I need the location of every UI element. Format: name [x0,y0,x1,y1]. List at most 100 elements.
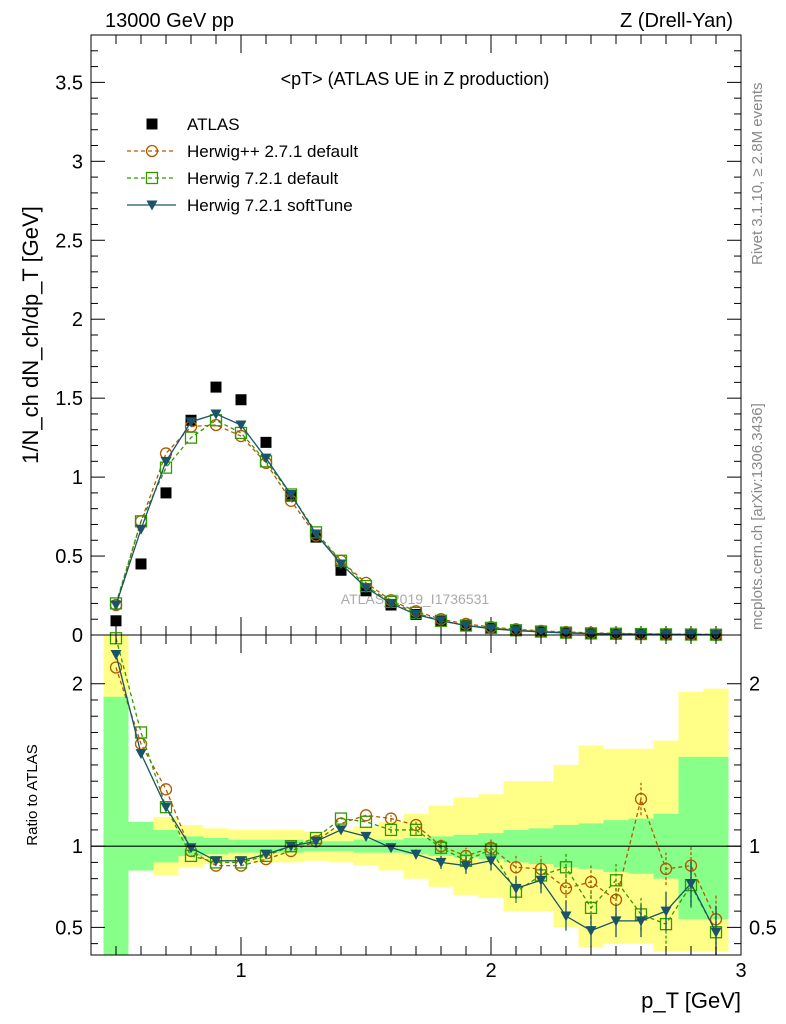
x-axis-label: p_T [GeV] [641,988,741,1013]
ratio-marker-hpp [359,809,373,822]
legend-marker-atlas [146,118,158,130]
ratio-bands [103,635,729,955]
legend-label-atlas: ATLAS [187,115,240,134]
ratio-marker-h7soft [585,926,597,937]
ratio-marker-hpp [159,783,173,796]
rivet-version-label: Rivet 3.1.10, ≥ 2.8M events [749,83,766,266]
main-marker-h7def [184,431,198,444]
main-marker-h7soft [385,598,397,609]
main-y-tick-label: 1.5 [55,388,83,410]
ratio-marker-h7soft [310,836,322,847]
main-marker-h7soft [285,489,297,500]
ratio-marker-h7soft [460,861,472,872]
ratio-y-tick-label: 2 [72,674,83,696]
ratio-marker-hpp [109,661,123,674]
ratio-marker-h7def [609,874,623,887]
ratio-marker-h7soft [335,825,347,836]
main-y-tick-label: 1 [72,467,83,489]
main-marker-atlas [235,394,247,406]
ratio-y-tick-label-right: 0.5 [749,917,777,939]
legend-marker-h7soft [146,200,158,211]
main-marker-h7soft [185,417,197,428]
main-marker-atlas [210,381,222,393]
main-marker-h7soft [110,600,122,611]
x-tick-label: 3 [735,960,746,982]
uncertainty-band-green [703,756,729,920]
main-marker-atlas [260,436,272,448]
ratio-panel: 0.5 0.5 1 1 2 2 1 2 3 Ratio to ATLAS p_T [GeV] [24,632,777,1013]
main-marker-atlas [160,487,172,499]
plot-title: <pT> (ATLAS UE in Z production) [281,69,550,89]
ratio-marker-h7def [409,823,423,837]
ratio-series [109,632,723,955]
main-marker-h7soft [410,609,422,620]
ratio-marker-h7soft [485,856,497,867]
ratio-y-axis: 0.5 0.5 1 1 2 2 [55,674,777,945]
ratio-marker-h7def [334,812,348,825]
main-marker-h7soft [510,626,522,637]
main-y-tick-label: 2.5 [55,230,83,252]
main-marker-atlas [135,558,147,570]
ratio-x-axis: 1 2 3 [90,635,747,982]
ratio-marker-h7def [434,841,448,854]
ratio-marker-hpp [559,882,573,895]
ratio-marker-hpp [634,792,648,806]
ratio-marker-h7soft [360,831,372,842]
x-tick-label: 2 [485,960,496,982]
main-y-tick-label: 3 [72,151,83,173]
ratio-y-axis-label: Ratio to ATLAS [24,744,41,845]
main-marker-h7soft [135,524,147,535]
ratio-y-tick-label: 1 [72,836,83,858]
ratio-marker-h7soft [660,906,672,917]
ratio-marker-h7soft [135,749,147,760]
main-marker-h7soft [335,559,347,570]
ratio-marker-h7soft [210,856,222,867]
main-marker-h7soft [310,529,322,540]
main-marker-atlas [335,564,347,576]
ratio-marker-h7soft [435,857,447,868]
main-marker-h7soft [160,456,172,467]
main-marker-h7soft [235,420,247,431]
main-y-tick-label: 3.5 [55,72,83,94]
main-y-axis-label: 1/N_ch dN_ch/dp_T [GeV] [18,206,43,464]
ratio-marker-hpp [584,875,598,889]
legend-marker-hpp [145,144,159,158]
ratio-marker-hpp [509,861,523,874]
main-marker-h7soft [585,629,597,640]
main-series [109,381,723,641]
ratio-marker-h7soft [510,883,522,894]
main-marker-h7soft [260,453,272,464]
energy-label: 13000 GeV pp [105,10,234,32]
legend-label-h7def: Herwig 7.2.1 default [187,169,338,188]
ratio-marker-h7soft [160,802,172,813]
main-marker-atlas [110,615,122,627]
ratio-marker-hpp [659,862,673,876]
mcplots-label: mcplots.cern.ch [arXiv:1306.3436] [749,403,766,630]
main-marker-h7soft [460,621,472,632]
ratio-marker-h7soft [235,856,247,867]
ratio-marker-h7soft [710,927,722,938]
main-marker-h7soft [560,628,572,639]
main-marker-h7soft [485,624,497,635]
main-y-tick-label: 2 [72,309,83,331]
main-marker-h7soft [210,409,222,420]
legend: ATLAS Herwig++ 2.7.1 default Herwig 7.2.1 … [127,115,358,215]
x-tick-label: 1 [235,960,246,982]
main-marker-h7soft [535,627,547,638]
main-panel: 00.511.522.533.5 ATLAS_2019_I1736531 <pT… [18,34,742,647]
main-y-tick-label: 0 [72,625,83,647]
ratio-marker-h7def [384,823,398,837]
ratio-y-tick-label-right: 1 [749,836,760,858]
ratio-marker-h7def [359,815,373,828]
main-y-tick-label: 0.5 [55,546,83,568]
ratio-marker-h7soft [110,649,122,660]
ratio-marker-h7def [584,901,598,915]
ratio-marker-h7soft [260,849,272,860]
legend-marker-h7def [145,171,159,185]
ratio-marker-h7soft [685,879,697,890]
ratio-marker-h7soft [610,916,622,927]
ratio-marker-h7soft [535,875,547,886]
main-marker-h7soft [360,583,372,594]
ratio-marker-h7soft [410,849,422,860]
